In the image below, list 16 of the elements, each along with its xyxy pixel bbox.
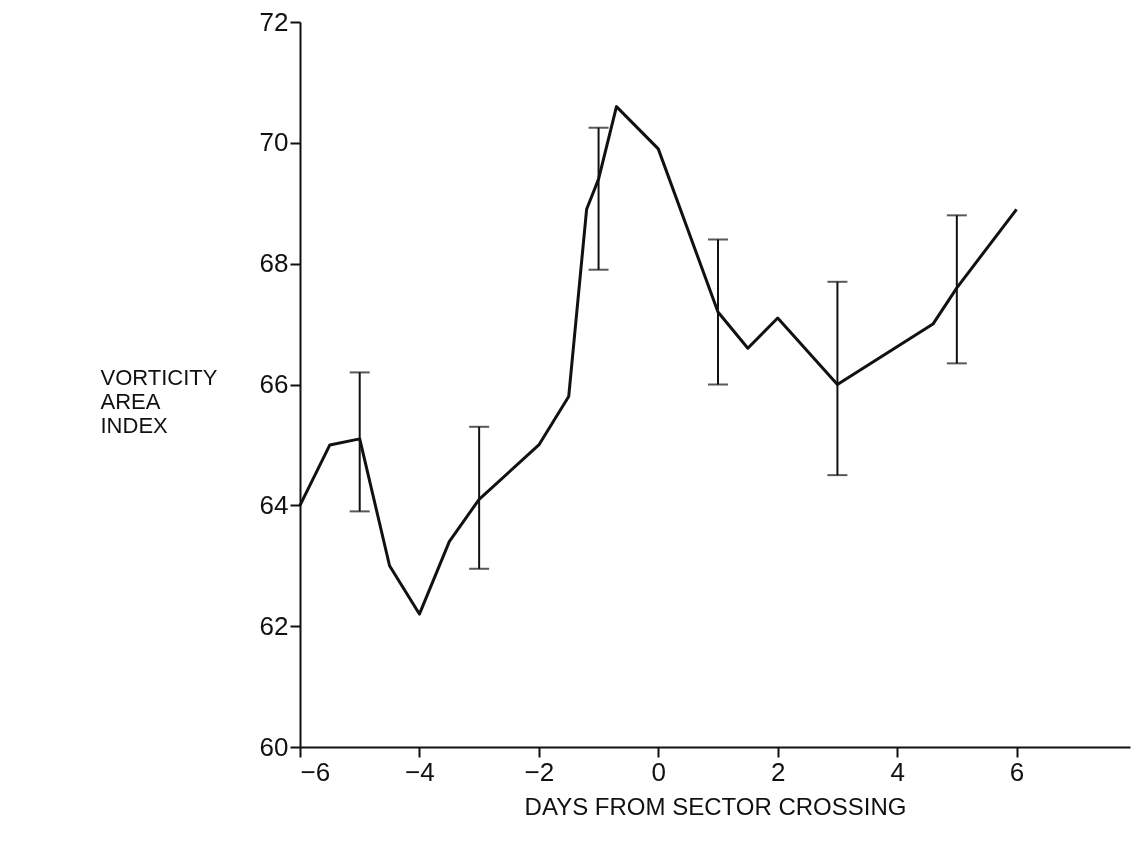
- y-tick-label: 64: [259, 489, 289, 520]
- y-tick-label: 60: [259, 731, 289, 762]
- x-tick-label: −4: [405, 756, 435, 787]
- x-tick-label: 4: [890, 756, 905, 787]
- y-tick-label: 72: [259, 6, 289, 37]
- y-axis-title: VORTICITY AREA INDEX: [100, 364, 218, 438]
- x-tick-label: 2: [770, 756, 786, 787]
- x-tick-label: 6: [1009, 756, 1025, 787]
- x-tick-label: 0: [651, 756, 667, 787]
- x-axis-title: DAYS FROM SECTOR CROSSING: [524, 792, 907, 820]
- y-tick-label: 66: [259, 369, 289, 399]
- y-tick-label: 68: [259, 248, 289, 279]
- x-tick-label: −2: [524, 756, 555, 787]
- y-tick-label: 62: [259, 610, 289, 641]
- x-tick-label: −6: [300, 756, 331, 787]
- y-tick-label: 70: [259, 127, 289, 158]
